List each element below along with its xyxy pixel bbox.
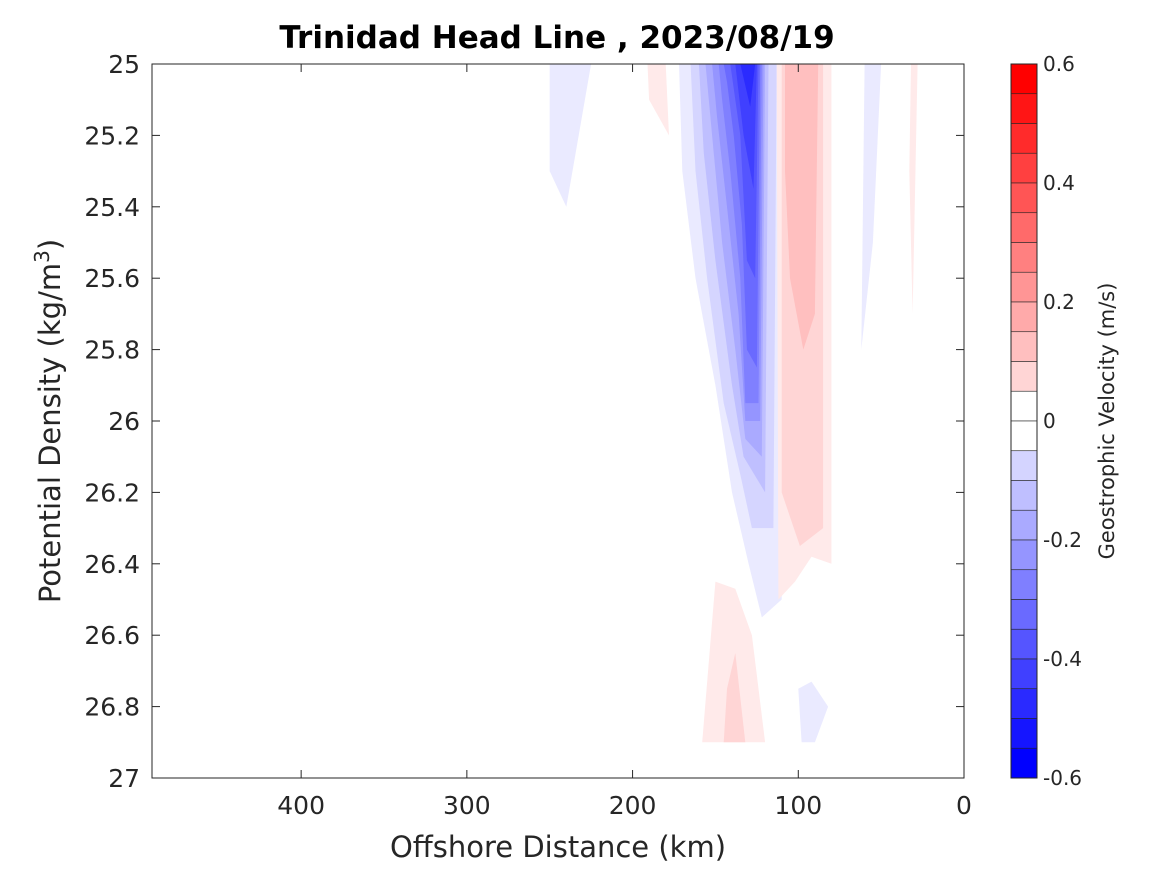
colorbar-segment xyxy=(1010,628,1038,660)
y-tick-label: 25 xyxy=(108,50,140,79)
y-tick-label: 26 xyxy=(108,407,140,436)
colorbar-tick-label: -0.6 xyxy=(1043,766,1082,790)
colorbar-tick-label: 0 xyxy=(1043,409,1056,433)
colorbar-segment xyxy=(1010,63,1038,95)
colorbar-segment xyxy=(1010,123,1038,154)
colorbar-tick-label: -0.2 xyxy=(1043,528,1082,552)
colorbar-tick-label: 0.4 xyxy=(1043,171,1075,195)
colorbar-segment xyxy=(1010,688,1038,719)
y-tick-label: 26.4 xyxy=(84,550,140,579)
contour-region xyxy=(785,64,819,350)
contour-region xyxy=(647,64,669,136)
x-axis: 400 300 200 100 0 xyxy=(277,64,972,820)
y-tick-label: 25.2 xyxy=(84,121,140,150)
colorbar-segment xyxy=(1010,480,1038,511)
colorbar-segment xyxy=(1010,301,1038,333)
y-tick-label: 27 xyxy=(108,764,140,793)
colorbar-segment xyxy=(1010,718,1038,749)
contour-region xyxy=(723,653,746,743)
colorbar-segment xyxy=(1010,152,1038,184)
y-tick-label: 25.8 xyxy=(84,336,140,365)
y-axis-label: Potential Density (kg/m3) xyxy=(30,239,67,603)
colorbar: 0.6 0.4 0.2 0 -0.2 -0.4 -0.6 xyxy=(1010,52,1082,790)
colorbar-segment xyxy=(1010,93,1038,124)
y-axis: 25 25.2 25.4 25.6 25.8 26 26.2 26.4 26.6 26.8 27 xyxy=(84,50,964,793)
contour-region xyxy=(740,64,756,107)
y-tick-label: 26.2 xyxy=(84,478,140,507)
contour-region xyxy=(798,681,829,743)
colorbar-segment xyxy=(1010,569,1038,600)
y-axis-label-close: ) xyxy=(33,239,67,250)
y-tick-label: 25.6 xyxy=(84,264,140,293)
colorbar-segment xyxy=(1010,747,1038,779)
y-axis-label-main: Potential Density (kg/m xyxy=(33,263,67,603)
colorbar-tick-label: -0.4 xyxy=(1043,647,1082,671)
colorbar-segment xyxy=(1010,390,1038,422)
contour-region xyxy=(549,64,592,207)
x-axis-label: Offshore Distance (km) xyxy=(390,830,726,864)
x-tick-label: 0 xyxy=(956,791,972,820)
colorbar-segment xyxy=(1010,599,1038,630)
colorbar-segment xyxy=(1010,271,1038,303)
x-tick-label: 100 xyxy=(774,791,822,820)
y-axis-label-sup: 3 xyxy=(30,250,54,263)
colorbar-segment xyxy=(1010,420,1038,452)
y-tick-label: 26.8 xyxy=(84,693,140,722)
x-tick-label: 300 xyxy=(443,791,491,820)
colorbar-segment xyxy=(1010,182,1038,214)
x-tick-label: 400 xyxy=(277,791,325,820)
y-tick-label: 25.4 xyxy=(84,193,140,222)
contour-region xyxy=(861,64,882,350)
colorbar-segment xyxy=(1010,331,1038,362)
colorbar-segment xyxy=(1010,242,1038,273)
colorbar-segment xyxy=(1010,658,1038,690)
colorbar-frame xyxy=(1010,63,1038,779)
contour-region xyxy=(909,64,918,314)
colorbar-tick-label: 0.2 xyxy=(1043,290,1075,314)
chart-title: Trinidad Head Line , 2023/08/19 xyxy=(279,20,834,56)
y-tick-label: 26.6 xyxy=(84,621,140,650)
colorbar-tick-label: 0.6 xyxy=(1043,52,1075,76)
colorbar-segment xyxy=(1010,539,1038,571)
colorbar-label: Geostrophic Velocity (m/s) xyxy=(1095,283,1119,560)
colorbar-segment xyxy=(1010,361,1038,392)
colorbar-segment xyxy=(1010,212,1038,243)
colorbar-segment xyxy=(1010,509,1038,541)
x-tick-label: 200 xyxy=(609,791,657,820)
colorbar-segment xyxy=(1010,450,1038,481)
contour-layer xyxy=(549,64,918,743)
